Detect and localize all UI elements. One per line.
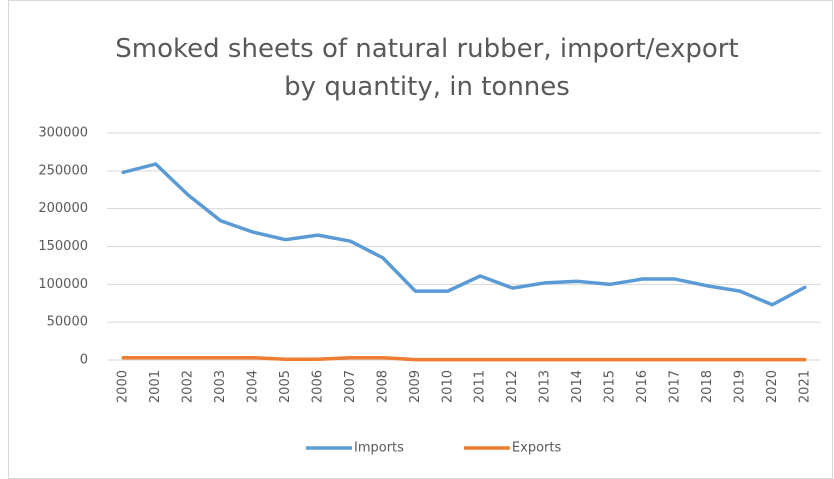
- x-tick-label: 2003: [213, 370, 228, 403]
- x-tick-label: 2002: [181, 370, 196, 403]
- x-tick-label: 2014: [570, 370, 585, 403]
- x-tick-label: 2010: [440, 370, 455, 403]
- y-tick-label: 100000: [38, 277, 88, 292]
- y-tick-label: 150000: [38, 239, 88, 254]
- y-tick-label: 50000: [47, 315, 88, 330]
- chart-title: Smoked sheets of natural rubber, import/…: [115, 34, 739, 102]
- x-tick-label: 2015: [603, 370, 618, 403]
- x-tick-label: 2005: [278, 370, 293, 403]
- data-line: [121, 355, 807, 362]
- x-tick-label: 2018: [700, 370, 715, 403]
- x-tick-label: 2001: [148, 370, 163, 403]
- x-tick-label: 2008: [375, 370, 390, 403]
- y-tick-label: 300000: [38, 126, 88, 141]
- x-tick-label: 2011: [473, 370, 488, 403]
- x-tick-label: 2012: [505, 370, 520, 403]
- x-tick-label: 2021: [797, 370, 812, 403]
- x-tick-label: 2013: [538, 370, 553, 403]
- data-line: [121, 162, 807, 307]
- y-tick-label: 0: [80, 353, 88, 368]
- legend-label: Exports: [512, 441, 562, 456]
- x-tick-label: 2007: [343, 370, 358, 403]
- y-tick-label: 200000: [38, 201, 88, 216]
- x-tick-label: 2019: [732, 370, 747, 403]
- x-tick-label: 2000: [116, 370, 131, 403]
- x-tick-label: 2009: [408, 370, 423, 403]
- y-tick-label: 250000: [38, 163, 88, 178]
- x-tick-label: 2006: [310, 370, 325, 403]
- x-tick-label: 2016: [635, 370, 650, 403]
- x-tick-label: 2004: [246, 370, 261, 403]
- legend-label: Imports: [354, 441, 404, 456]
- x-tick-label: 2020: [765, 370, 780, 403]
- x-tick-label: 2017: [667, 370, 682, 403]
